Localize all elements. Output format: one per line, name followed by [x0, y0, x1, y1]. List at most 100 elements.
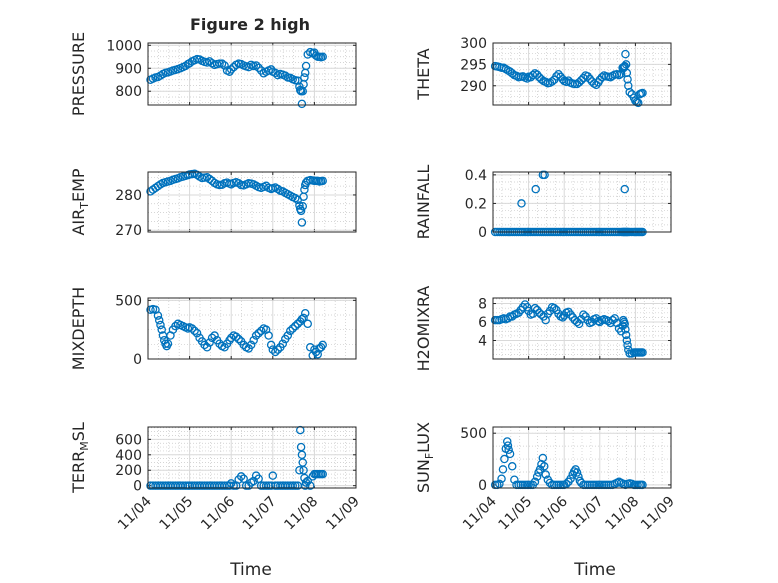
data-point — [283, 331, 293, 340]
panel-h2omixra: 4 6 8 H2OMIXRA — [414, 286, 672, 371]
data-point — [226, 65, 236, 74]
panel-air-temp: 270 280 AIRTEMP — [69, 168, 357, 239]
data-point — [625, 87, 634, 97]
data-point — [225, 335, 234, 345]
ytick-label: 290 — [460, 79, 487, 95]
data-point — [256, 326, 266, 336]
axes-box — [492, 171, 672, 233]
data-point — [210, 331, 219, 340]
data-point — [261, 481, 271, 490]
data-point — [217, 59, 227, 68]
data-point — [547, 77, 557, 86]
data-point — [313, 350, 322, 359]
data-point — [620, 184, 629, 194]
data-point — [268, 345, 278, 354]
data-point — [246, 340, 256, 350]
data-point — [622, 68, 632, 78]
ytick-label: 900 — [115, 61, 142, 77]
ytick-label: 800 — [115, 84, 142, 100]
xtick-label: 11/05 — [496, 494, 536, 534]
data-point — [540, 462, 549, 471]
panel-terr-msl: 11/04 11/05 11/06 11/07 11/08 11/09 0200400600… — [69, 422, 363, 533]
data-point — [566, 474, 575, 483]
axes-box — [492, 42, 672, 106]
series-markers — [146, 47, 327, 109]
xtick-label: 11/04 — [115, 493, 155, 533]
data-point — [507, 69, 517, 78]
data-point — [273, 345, 283, 354]
data-point — [579, 73, 588, 83]
data-point — [156, 320, 165, 330]
ylabel: PRESSURE — [69, 32, 88, 116]
data-point — [305, 481, 315, 490]
ylabel: MIXDEPTH — [69, 287, 88, 370]
panel-mixdepth: 0 500 MIXDEPTH — [69, 287, 357, 370]
data-point — [268, 471, 278, 480]
data-point — [295, 465, 304, 475]
ytick-label: 0.4 — [465, 168, 487, 184]
ytick-label: 200 — [115, 463, 142, 479]
data-point — [621, 49, 630, 59]
data-point — [503, 314, 513, 323]
data-point — [254, 63, 263, 73]
data-point — [288, 481, 298, 490]
ytick-label: 4 — [478, 334, 487, 350]
ylabel: THETA — [414, 48, 433, 100]
data-point — [318, 340, 327, 350]
data-point — [318, 469, 327, 479]
data-point — [585, 74, 595, 84]
data-point — [303, 319, 312, 329]
series-markers — [490, 300, 647, 358]
series-markers — [146, 304, 327, 360]
data-point — [251, 61, 261, 70]
data-point — [623, 75, 632, 84]
data-point — [517, 199, 526, 208]
data-point — [497, 474, 506, 483]
xlabel-left: Time — [229, 560, 272, 580]
xtick-label: 11/08 — [281, 494, 321, 534]
data-point — [286, 326, 295, 336]
panel-rainfall: 0 0.2 0.4 RAINFALL — [414, 165, 672, 241]
xtick-label: 11/06 — [531, 493, 571, 533]
data-point — [295, 201, 304, 210]
data-point — [163, 339, 173, 348]
data-point — [608, 315, 617, 325]
data-point — [187, 324, 197, 333]
data-point — [595, 75, 605, 85]
axes-box — [147, 297, 357, 360]
ytick-label: 600 — [115, 432, 142, 448]
series-markers — [146, 169, 327, 227]
ytick-label: 0 — [133, 479, 142, 495]
data-point — [623, 340, 632, 350]
data-point — [500, 454, 509, 464]
data-point — [621, 330, 631, 340]
data-point — [229, 481, 238, 490]
data-point — [510, 475, 519, 484]
data-point — [577, 75, 586, 85]
data-point — [236, 472, 246, 481]
data-point — [505, 449, 515, 459]
data-point — [318, 176, 327, 186]
data-point — [572, 317, 582, 327]
data-point — [291, 193, 300, 203]
ytick-label: 1000 — [106, 38, 142, 54]
ytick-label: 0.2 — [465, 196, 487, 212]
data-point — [579, 310, 588, 319]
xtick-label: 11/07 — [567, 494, 607, 534]
data-point — [249, 476, 258, 486]
ytick-label: 295 — [460, 57, 487, 73]
data-point — [498, 465, 508, 474]
axes-box — [147, 426, 357, 489]
xtick-label: 11/09 — [638, 494, 678, 534]
data-point — [296, 425, 305, 435]
data-point — [297, 99, 307, 109]
data-point — [530, 303, 540, 313]
axes-box — [492, 426, 672, 489]
data-point — [633, 98, 643, 108]
ytick-label: 0 — [133, 352, 142, 368]
data-point — [616, 69, 626, 79]
data-point — [300, 73, 309, 82]
data-point — [532, 70, 542, 79]
ytick-label: 280 — [115, 188, 142, 204]
